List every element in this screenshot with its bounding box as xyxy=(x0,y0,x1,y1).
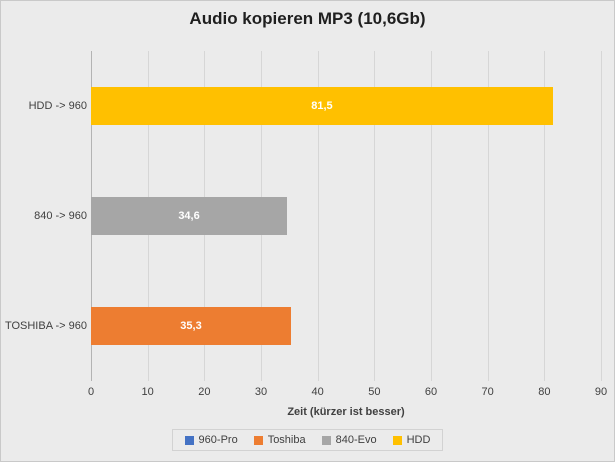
x-tick-label: 0 xyxy=(87,386,95,398)
legend-item: HDD xyxy=(392,434,431,446)
x-tick-label: 70 xyxy=(481,386,494,398)
legend-item: 840-Evo xyxy=(321,434,377,446)
x-axis-label: Zeit (kürzer ist besser) xyxy=(287,406,405,418)
legend-swatch xyxy=(253,435,263,445)
legend-label: 840-Evo xyxy=(335,434,377,446)
legend-swatch xyxy=(392,435,402,445)
legend-swatch xyxy=(321,435,331,445)
legend-label: HDD xyxy=(406,434,431,446)
gridline xyxy=(431,51,432,381)
legend-label: 960-Pro xyxy=(198,434,238,446)
plot-area: 81,5 34,6 35,3 xyxy=(91,51,602,381)
bar: 34,6 xyxy=(91,197,288,235)
category-label: 840 -> 960 xyxy=(34,210,87,222)
legend: 960-Pro Toshiba 840-Evo HDD xyxy=(1,429,614,451)
legend-box: 960-Pro Toshiba 840-Evo HDD xyxy=(171,429,444,451)
x-axis-ticks: 0 10 20 30 40 50 60 70 80 90 xyxy=(87,386,607,400)
gridline xyxy=(487,51,489,381)
legend-label: Toshiba xyxy=(267,434,306,446)
legend-item: Toshiba xyxy=(253,434,306,446)
gridline xyxy=(374,51,376,381)
legend-item: 960-Pro xyxy=(184,434,238,446)
bar: 81,5 xyxy=(91,87,553,125)
bar-value-label: 34,6 xyxy=(178,210,200,222)
x-tick-label: 10 xyxy=(141,386,154,398)
gridline xyxy=(544,51,546,381)
bar-value-label: 81,5 xyxy=(311,100,333,112)
bar: 35,3 xyxy=(91,307,292,345)
x-tick-label: 90 xyxy=(594,386,608,398)
x-tick-label: 30 xyxy=(254,386,268,398)
category-label: TOSHIBA -> 960 xyxy=(4,320,87,332)
category-label: HDD -> 960 xyxy=(28,100,87,112)
x-tick-label: 50 xyxy=(368,386,381,398)
chart-title: Audio kopieren MP3 (10,6Gb) xyxy=(189,9,426,28)
gridline xyxy=(601,51,602,381)
bar-value-label: 35,3 xyxy=(180,320,202,332)
x-tick-label: 20 xyxy=(198,386,211,398)
x-tick-label: 40 xyxy=(311,386,324,398)
x-tick-label: 80 xyxy=(538,386,551,398)
gridline xyxy=(317,51,319,381)
x-tick-label: 60 xyxy=(424,386,438,398)
legend-swatch xyxy=(184,435,194,445)
